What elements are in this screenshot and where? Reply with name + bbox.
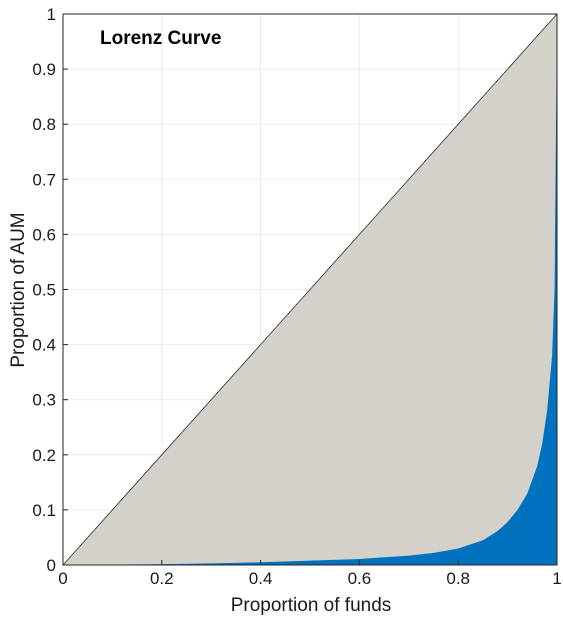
lorenz-curve-annotation: Lorenz Curve xyxy=(100,28,221,49)
y-tick-label: 0 xyxy=(47,556,56,575)
axis-ticks xyxy=(62,13,558,566)
y-tick-label: 0.9 xyxy=(32,60,56,79)
y-tick-label: 0.1 xyxy=(32,501,56,520)
x-tick-label: 0.6 xyxy=(348,569,372,588)
x-tick-label: 0.8 xyxy=(446,569,470,588)
y-tick-label: 0.2 xyxy=(32,446,56,465)
equality-line xyxy=(62,13,558,566)
y-tick-label: 0.5 xyxy=(32,281,56,300)
x-tick-label: 0 xyxy=(58,569,67,588)
y-tick-label: 0.3 xyxy=(32,391,56,410)
y-tick-label: 0.7 xyxy=(32,170,56,189)
y-tick-label: 0.8 xyxy=(32,115,56,134)
y-tick-label: 0.6 xyxy=(32,225,56,244)
y-tick-labels: 0 0.1 0.2 0.3 0.4 0.5 0.6 0.7 0.8 0.9 1 xyxy=(32,5,56,575)
x-tick-label: 0.2 xyxy=(150,569,174,588)
x-tick-labels: 0 0.2 0.4 0.6 0.8 1 xyxy=(58,569,561,588)
x-tick-label: 1 xyxy=(552,569,561,588)
y-axis-label: Proportion of AUM xyxy=(8,212,29,367)
y-tick-label: 1 xyxy=(47,5,56,24)
x-axis-label: Proportion of funds xyxy=(231,595,392,616)
x-tick-label: 0.4 xyxy=(249,569,273,588)
y-tick-label: 0.4 xyxy=(32,336,56,355)
